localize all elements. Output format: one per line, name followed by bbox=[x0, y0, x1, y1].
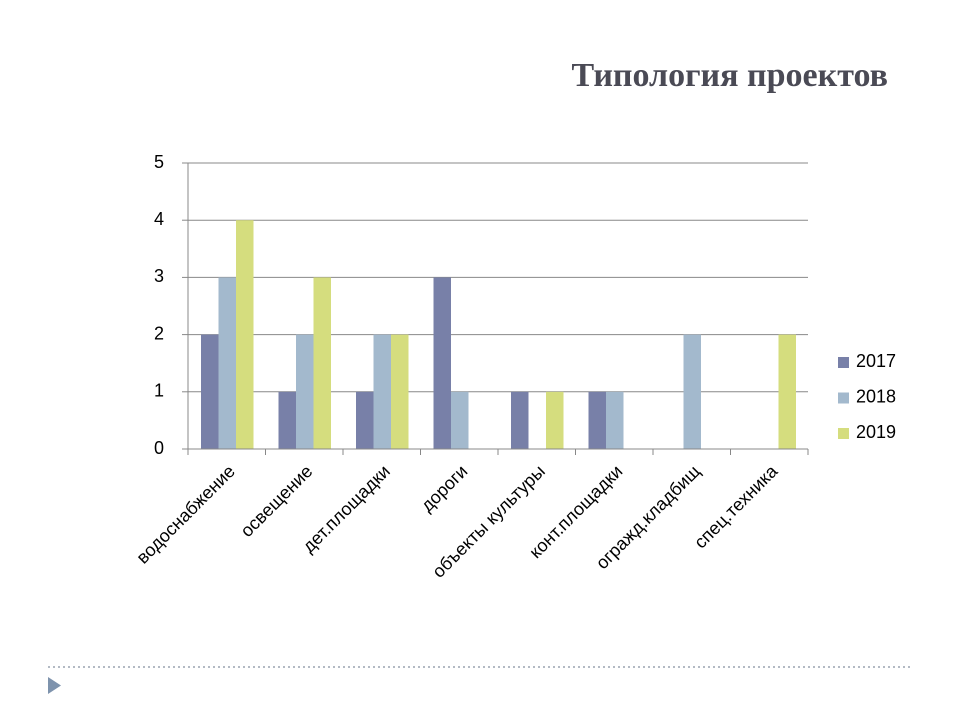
y-tick-label: 4 bbox=[154, 209, 164, 229]
bar bbox=[778, 334, 796, 449]
y-tick-label: 0 bbox=[154, 438, 164, 458]
bar bbox=[451, 391, 469, 449]
bar bbox=[278, 391, 296, 449]
footer-arrow bbox=[48, 677, 61, 694]
y-tick-label: 3 bbox=[154, 266, 164, 286]
bar bbox=[356, 391, 374, 449]
bar bbox=[391, 334, 409, 449]
bar bbox=[218, 277, 236, 449]
legend-label: 2017 bbox=[856, 351, 896, 371]
x-tick-label: спец.техника bbox=[690, 460, 782, 552]
legend-swatch bbox=[838, 428, 849, 439]
chart-title: Типология проектов bbox=[571, 57, 888, 94]
bar bbox=[606, 391, 624, 449]
legend-swatch bbox=[838, 392, 849, 404]
x-tick-label: дороги bbox=[417, 461, 472, 516]
bar bbox=[201, 334, 219, 449]
legend-label: 2019 bbox=[856, 422, 896, 442]
y-tick-label: 2 bbox=[154, 323, 164, 343]
bar bbox=[511, 391, 529, 449]
legend-label: 2018 bbox=[856, 386, 896, 406]
y-tick-label: 5 bbox=[154, 152, 164, 172]
x-tick-label: водоснабжение bbox=[132, 461, 238, 567]
y-tick-label: 1 bbox=[154, 381, 164, 401]
bar bbox=[236, 220, 254, 449]
legend-swatch bbox=[838, 357, 849, 368]
bar bbox=[296, 334, 314, 449]
bar bbox=[588, 391, 606, 449]
bar bbox=[313, 277, 331, 449]
bar bbox=[683, 334, 701, 449]
x-tick-label: освещение bbox=[237, 461, 317, 541]
bar bbox=[433, 277, 451, 449]
bar bbox=[546, 391, 564, 449]
bar bbox=[373, 334, 391, 449]
